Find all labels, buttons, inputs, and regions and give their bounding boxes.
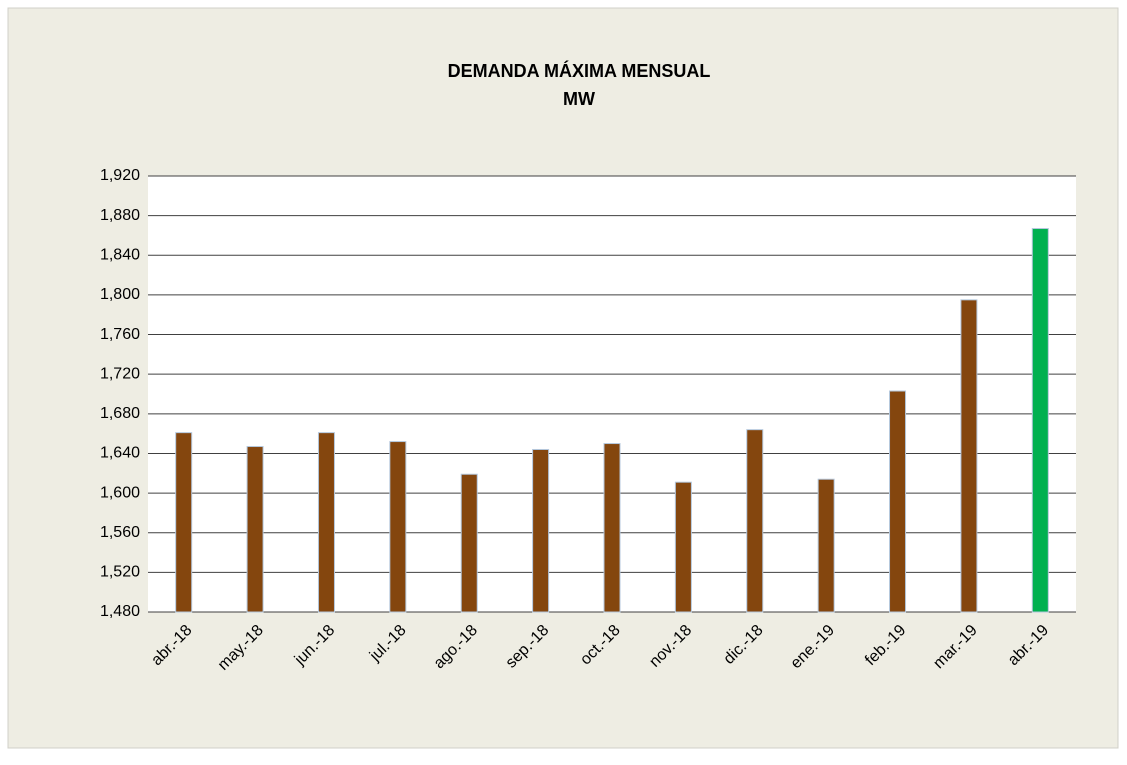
y-tick-label: 1,640 (100, 445, 140, 462)
bar (889, 390, 907, 613)
y-tick-label: 1,720 (100, 365, 140, 382)
chart-subtitle: MW (563, 89, 595, 109)
y-tick-label: 1,680 (100, 405, 140, 422)
bar (603, 443, 621, 613)
y-tick-label: 1,920 (100, 167, 140, 184)
bar (532, 448, 550, 613)
bar (746, 429, 764, 613)
bar (817, 478, 835, 613)
bar (175, 432, 193, 613)
y-tick-label: 1,880 (100, 207, 140, 224)
bar (389, 441, 407, 613)
bar (1031, 228, 1049, 613)
y-tick-label: 1,760 (100, 326, 140, 343)
chart-title: DEMANDA MÁXIMA MENSUAL (448, 60, 711, 81)
y-tick-label: 1,840 (100, 246, 140, 263)
y-tick-label: 1,560 (100, 524, 140, 541)
bar (246, 446, 264, 613)
bar (460, 473, 478, 613)
bar (674, 481, 692, 613)
y-tick-label: 1,800 (100, 286, 140, 303)
bar (960, 299, 978, 613)
bar (317, 432, 335, 613)
y-tick-label: 1,600 (100, 484, 140, 501)
y-tick-label: 1,480 (100, 603, 140, 620)
y-tick-label: 1,520 (100, 564, 140, 581)
